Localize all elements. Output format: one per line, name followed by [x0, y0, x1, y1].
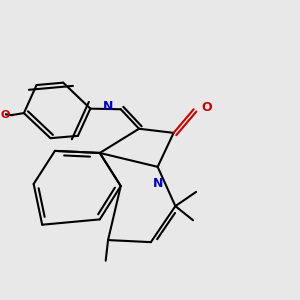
Text: O: O [0, 110, 10, 120]
Text: O: O [201, 101, 212, 114]
Text: N: N [103, 100, 113, 113]
Text: N: N [152, 177, 163, 190]
